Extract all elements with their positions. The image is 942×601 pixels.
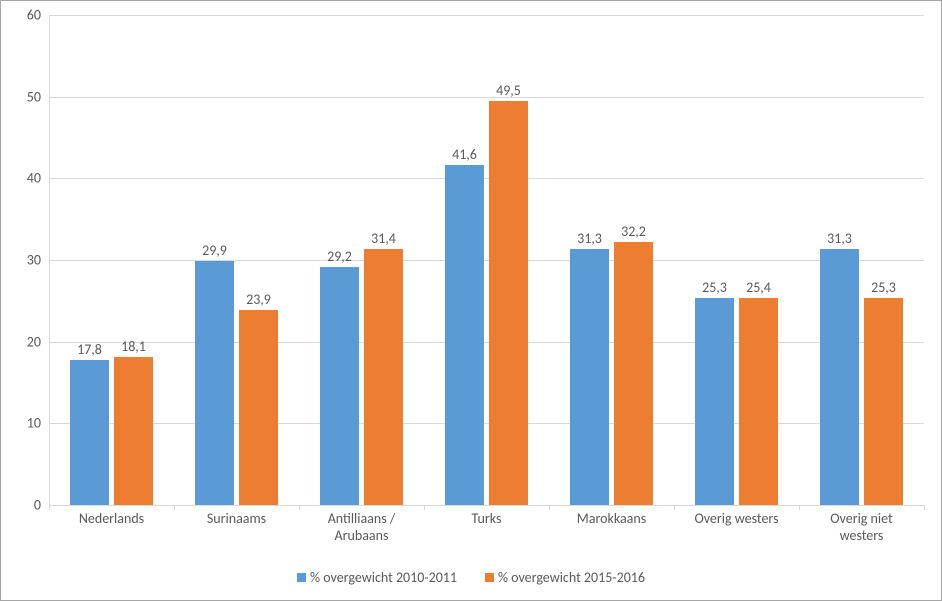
bar: 31,4 [364, 249, 403, 505]
bar: 25,3 [695, 298, 734, 505]
y-tick-label: 50 [27, 88, 49, 105]
legend-item: % overgewicht 2015-2016 [485, 569, 645, 586]
bar: 17,8 [70, 360, 109, 505]
bar: 32,2 [614, 242, 653, 505]
y-tick-label: 10 [27, 415, 49, 432]
plot-area: 0102030405060Nederlands17,818,1Surinaams… [49, 15, 924, 505]
x-category-label: Nederlands [49, 505, 174, 528]
y-tick-label: 0 [34, 497, 49, 514]
x-tick [924, 505, 925, 510]
bar: 29,2 [320, 267, 359, 505]
bar-value-label: 41,6 [445, 146, 485, 165]
bar: 31,3 [570, 249, 609, 505]
y-tick-label: 20 [27, 333, 49, 350]
legend-item: % overgewicht 2010-2011 [297, 569, 457, 586]
y-tick-label: 40 [27, 170, 49, 187]
bar: 49,5 [489, 101, 528, 505]
x-category-label: Overig westers [674, 505, 799, 528]
gridline [49, 15, 924, 16]
legend-swatch [485, 573, 494, 582]
bar-value-label: 23,9 [239, 291, 279, 310]
gridline [49, 423, 924, 424]
y-tick-label: 30 [27, 252, 49, 269]
bar-value-label: 31,4 [364, 230, 404, 249]
gridline [49, 178, 924, 179]
bar-value-label: 25,4 [739, 279, 779, 298]
bar-value-label: 31,3 [570, 230, 610, 249]
gridline [49, 342, 924, 343]
bar-value-label: 31,3 [820, 230, 860, 249]
x-category-label: Overig nietwesters [799, 505, 924, 545]
bar: 29,9 [195, 261, 234, 505]
bar: 25,3 [864, 298, 903, 505]
legend-label: % overgewicht 2015-2016 [498, 569, 645, 586]
y-tick-label: 60 [27, 7, 49, 24]
bar-value-label: 29,2 [320, 248, 360, 267]
x-category-label: Turks [424, 505, 549, 528]
gridline [49, 260, 924, 261]
bar: 31,3 [820, 249, 859, 505]
gridline [49, 97, 924, 98]
x-category-label: Surinaams [174, 505, 299, 528]
bar-value-label: 29,9 [195, 242, 235, 261]
bar-value-label: 49,5 [489, 82, 529, 101]
legend-label: % overgewicht 2010-2011 [310, 569, 457, 586]
x-category-label: Antilliaans /Arubaans [299, 505, 424, 545]
bar: 41,6 [445, 165, 484, 505]
bar-value-label: 18,1 [114, 338, 154, 357]
bar-value-label: 17,8 [70, 341, 110, 360]
bar: 25,4 [739, 298, 778, 505]
y-axis-line [49, 15, 50, 505]
legend: % overgewicht 2010-2011 % overgewicht 201… [297, 569, 645, 586]
bar-value-label: 25,3 [864, 279, 904, 298]
legend-swatch [297, 573, 306, 582]
bar-value-label: 32,2 [614, 223, 654, 242]
bar: 23,9 [239, 310, 278, 505]
chart-frame: 0102030405060Nederlands17,818,1Surinaams… [0, 0, 942, 601]
bar-value-label: 25,3 [695, 279, 735, 298]
x-category-label: Marokkaans [549, 505, 674, 528]
bar: 18,1 [114, 357, 153, 505]
